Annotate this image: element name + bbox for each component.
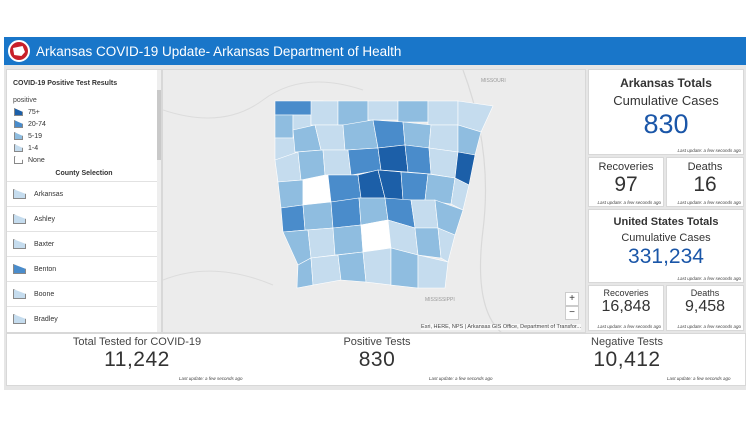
negative-tests-label: Negative Tests: [591, 336, 663, 348]
legend-class-label: 1-4: [28, 144, 39, 152]
county-swatch: [13, 264, 26, 274]
legend-class-row: 75+: [14, 106, 161, 118]
county-swatch: [13, 214, 26, 224]
legend-class-label: 20-74: [28, 120, 46, 128]
county-list-item[interactable]: Baxter: [7, 231, 161, 256]
ar-deaths-update: Last update: a few seconds ago: [677, 200, 741, 205]
us-deaths-update: Last update: a few seconds ago: [677, 324, 741, 329]
negative-tests-update: Last update: a few seconds ago: [667, 376, 731, 381]
positive-tests-label: Positive Tests: [343, 336, 411, 348]
ar-totals-title: Arkansas Totals: [620, 76, 712, 90]
ar-cumulative-value: 830: [643, 109, 689, 139]
county-selection-title: County Selection: [55, 170, 113, 177]
us-deaths-panel: Deaths 9,458 Last update: a few seconds …: [666, 285, 744, 331]
legend-swatch: [14, 120, 23, 128]
us-cumulative-label: Cumulative Cases: [621, 232, 711, 244]
mississippi-label: MISSISSIPPI: [425, 297, 455, 303]
ar-cumulative-label: Cumulative Cases: [613, 93, 719, 108]
legend-swatch: [14, 132, 23, 140]
county-list-item[interactable]: Boone: [7, 281, 161, 306]
ar-totals-panel: Arkansas Totals Cumulative Cases 830 Las…: [588, 69, 744, 155]
legend-panel: COVID-19 Positive Test Results positive …: [6, 69, 162, 333]
legend-swatch: [14, 108, 23, 116]
county-list-item[interactable]: Benton: [7, 256, 161, 281]
positive-tests-value: 830: [358, 348, 396, 371]
ar-recoveries-label: Recoveries: [598, 161, 654, 173]
missouri-label: MISSOURI: [481, 78, 506, 84]
legend-scrollbar[interactable]: [157, 70, 161, 332]
total-tested-stat: Total Tested for COVID-19 11,242 Last up…: [47, 336, 243, 381]
legend-class-row: 1-4: [14, 142, 161, 154]
county-name: Arkansas: [34, 190, 64, 198]
us-cumulative-value: 331,234: [628, 245, 704, 268]
county-name: Bradley: [34, 315, 58, 323]
ar-deaths-label: Deaths: [687, 161, 723, 173]
county-name: Benton: [34, 265, 57, 273]
us-totals-title: United States Totals: [613, 216, 719, 228]
ar-deaths-panel: Deaths 16 Last update: a few seconds ago: [666, 157, 744, 207]
county-list-item[interactable]: Bradley: [7, 306, 161, 331]
us-recoveries-value: 16,848: [601, 298, 651, 315]
zoom-in-button[interactable]: +: [565, 292, 579, 306]
us-totals-update: Last update: a few seconds ago: [677, 276, 741, 281]
ar-recoveries-value: 97: [614, 173, 638, 196]
us-recoveries-update: Last update: a few seconds ago: [597, 324, 661, 329]
county-swatch: [13, 239, 26, 249]
map-canvas[interactable]: MISSOURI MISSISSIPPI: [163, 70, 586, 333]
us-recoveries-label: Recoveries: [603, 288, 649, 298]
adh-logo: [8, 40, 30, 62]
negative-tests-stat: Negative Tests 10,412 Last update: a few…: [547, 336, 731, 381]
total-tested-update: Last update: a few seconds ago: [179, 376, 243, 381]
zoom-out-button[interactable]: −: [565, 306, 579, 320]
legend-field: positive: [13, 97, 37, 104]
us-deaths-value: 9,458: [684, 298, 726, 315]
county-swatch: [13, 314, 26, 324]
legend-class-label: 5-19: [28, 132, 43, 140]
ar-recoveries-update: Last update: a few seconds ago: [597, 200, 661, 205]
positive-tests-update: Last update: a few seconds ago: [429, 376, 493, 381]
legend-class-row: None: [14, 154, 161, 166]
dashboard-body: COVID-19 Positive Test Results positive …: [4, 65, 746, 390]
header-bar: Arkansas COVID-19 Update- Arkansas Depar…: [4, 37, 746, 65]
total-tested-label: Total Tested for COVID-19: [72, 336, 202, 348]
map-attribution: Esri, HERE, NPS | Arkansas GIS Office, D…: [421, 324, 581, 330]
map-view[interactable]: MISSOURI MISSISSIPPI: [162, 69, 586, 333]
county-list-item[interactable]: Ashley: [7, 206, 161, 231]
scroll-thumb[interactable]: [157, 90, 161, 160]
legend-class-label: 75+: [28, 108, 40, 116]
legend-classes: 75+ 20-74 5-19 1-4 None: [7, 106, 161, 166]
county-name: Boone: [34, 290, 55, 298]
positive-tests-stat: Positive Tests 830 Last update: a few se…: [297, 336, 492, 381]
legend-class-row: 5-19: [14, 130, 161, 142]
legend-swatch: [14, 144, 23, 152]
total-tested-value: 11,242: [104, 348, 170, 371]
legend-class-row: 20-74: [14, 118, 161, 130]
legend-title: COVID-19 Positive Test Results: [13, 80, 118, 87]
arkansas-counties[interactable]: [274, 100, 494, 289]
us-deaths-label: Deaths: [690, 288, 720, 298]
legend-class-label: None: [28, 156, 45, 164]
county-swatch: [13, 189, 26, 199]
us-recoveries-panel: Recoveries 16,848 Last update: a few sec…: [588, 285, 664, 331]
county-list: Arkansas Ashley Baxter Benton Boone Bradley: [7, 181, 161, 331]
county-list-item[interactable]: Arkansas: [7, 181, 161, 206]
ar-recoveries-panel: Recoveries 97 Last update: a few seconds…: [588, 157, 664, 207]
county-name: Baxter: [34, 240, 55, 248]
legend-swatch: [14, 156, 23, 164]
page-title: Arkansas COVID-19 Update- Arkansas Depar…: [36, 43, 402, 59]
negative-tests-value: 10,412: [593, 348, 661, 371]
county-name: Ashley: [34, 215, 56, 223]
ar-totals-update: Last update: a few seconds ago: [677, 148, 741, 153]
testing-panel: Total Tested for COVID-19 11,242 Last up…: [6, 333, 746, 386]
us-totals-panel: United States Totals Cumulative Cases 33…: [588, 209, 744, 283]
county-swatch: [13, 289, 26, 299]
ar-deaths-value: 16: [693, 173, 717, 196]
